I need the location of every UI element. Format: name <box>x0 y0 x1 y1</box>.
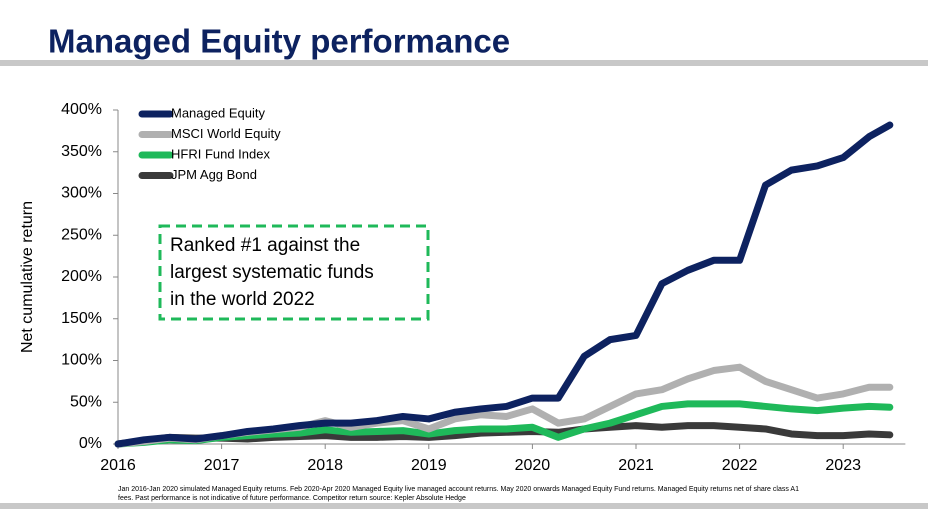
footnote: Jan 2016-Jan 2020 simulated Managed Equi… <box>118 486 799 493</box>
footnote: fees. Past performance is not indicative… <box>118 495 466 502</box>
x-tick-label: 2017 <box>204 457 240 474</box>
chart-title: Managed Equity performance <box>48 23 510 60</box>
x-tick-label: 2016 <box>100 457 136 474</box>
legend-label: HFRI Fund Index <box>171 146 270 161</box>
y-tick-label: 350% <box>61 143 102 160</box>
bottom-rule <box>0 503 928 509</box>
y-tick-label: 150% <box>61 310 102 327</box>
legend-label: MSCI World Equity <box>171 126 281 141</box>
y-tick-label: 100% <box>61 352 102 369</box>
legend-label: JPM Agg Bond <box>171 167 257 182</box>
y-tick-label: 50% <box>70 393 102 410</box>
x-tick-label: 2021 <box>618 457 654 474</box>
x-tick-label: 2018 <box>307 457 343 474</box>
annotation-box <box>158 224 430 321</box>
y-tick-label: 300% <box>61 185 102 202</box>
legend-label: Managed Equity <box>171 105 265 120</box>
series-line <box>114 121 894 448</box>
x-tick-label: 2019 <box>411 457 447 474</box>
x-tick-label: 2023 <box>825 457 861 474</box>
annotation: largest systematic funds <box>170 262 374 283</box>
x-tick-label: 2022 <box>722 457 758 474</box>
y-tick-label: 0% <box>79 435 102 452</box>
title-rule <box>0 60 928 66</box>
y-tick-label: 250% <box>61 226 102 243</box>
annotation: in the world 2022 <box>170 289 315 310</box>
y-axis-label: Net cumulative return <box>19 201 36 353</box>
y-tick-label: 200% <box>61 268 102 285</box>
x-tick-label: 2020 <box>515 457 551 474</box>
annotation: Ranked #1 against the <box>170 235 360 256</box>
y-tick-label: 400% <box>61 101 102 118</box>
